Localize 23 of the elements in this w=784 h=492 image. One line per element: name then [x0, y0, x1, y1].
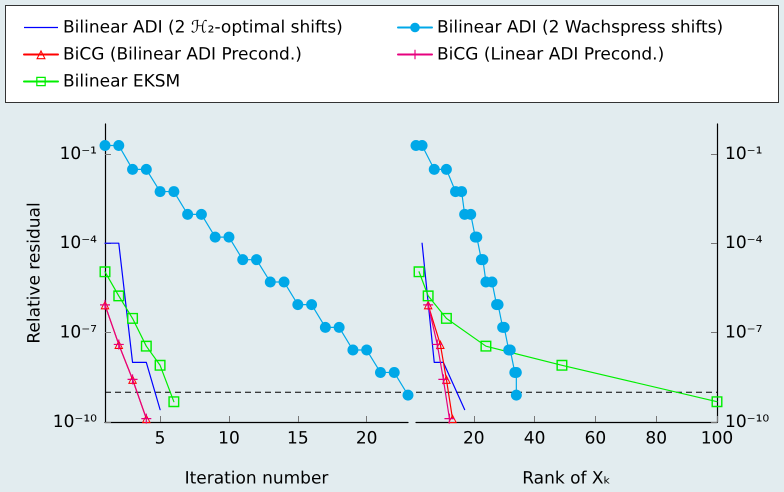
y-tick-label: 10⁻⁴	[725, 233, 763, 254]
legend-label: Bilinear ADI (2 Wachspress shifts)	[437, 18, 724, 38]
x-tick-label: 40	[524, 428, 546, 448]
x-tick-label: 15	[287, 428, 309, 448]
x-axis-title: Iteration number	[184, 468, 328, 488]
legend-label: Bilinear ADI (2 ℋ₂-optimal shifts)	[63, 18, 343, 38]
y-tick-label: 10⁻¹⁰	[52, 412, 98, 432]
x-tick-label: 10	[218, 428, 240, 448]
x-tick-label: 5	[154, 428, 166, 448]
x-tick-label: 60	[584, 428, 606, 448]
legend-label: Bilinear EKSM	[63, 72, 180, 92]
y-tick-label: 10⁻⁷	[725, 322, 763, 343]
y-tick-label: 10⁻⁴	[60, 233, 98, 254]
legend-label: BiCG (Bilinear ADI Precond.)	[63, 44, 302, 64]
legend-label: BiCG (Linear ADI Precond.)	[437, 44, 664, 64]
y-tick-label: 10⁻¹	[725, 144, 762, 164]
x-axis-title: Rank of Xₖ	[522, 468, 611, 488]
y-tick-label: 10⁻¹	[60, 144, 97, 164]
x-tick-label: 20	[462, 428, 485, 448]
x-tick-label: 20	[356, 428, 378, 448]
y-axis-title: Relative residual	[24, 202, 44, 344]
x-tick-label: 80	[645, 428, 668, 448]
y-tick-label: 10⁻⁷	[60, 322, 98, 343]
